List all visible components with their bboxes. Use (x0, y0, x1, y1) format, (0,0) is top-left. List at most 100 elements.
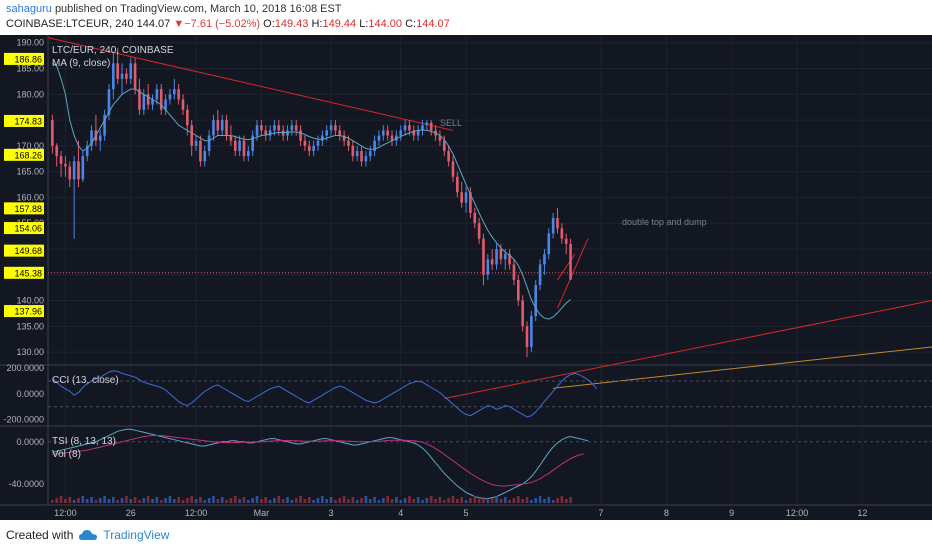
volume-bar (442, 500, 446, 503)
volume-bar (425, 498, 429, 503)
price-badge (4, 114, 44, 127)
candle-body (516, 279, 520, 301)
candle-body (303, 140, 307, 146)
volume-bar (216, 499, 220, 503)
volume-bar (556, 498, 559, 503)
price-tick-label: 160.00 (16, 192, 44, 202)
volume-bar (321, 496, 324, 503)
volume-bar (451, 496, 455, 503)
volume-bar (551, 500, 555, 503)
volume-bar (368, 499, 372, 503)
time-tick-label: 3 (329, 508, 334, 518)
open-value: 149.43 (274, 18, 309, 30)
candle-body (273, 125, 276, 131)
volume-bar (469, 498, 472, 503)
candle-body (456, 176, 459, 193)
candle-body (499, 248, 503, 260)
volume-bar (81, 496, 85, 503)
candle-body (51, 120, 54, 146)
chart-svg[interactable]: 130.00135.00140.00145.00150.00155.00160.… (0, 35, 932, 520)
candle-body (451, 161, 455, 177)
price-badge (4, 52, 44, 65)
volume-bar (77, 498, 80, 503)
candle-body (307, 145, 311, 152)
volume-bar (207, 498, 211, 503)
low-value: 144.00 (368, 18, 403, 30)
volume-bar (477, 499, 481, 503)
candle-body (464, 192, 468, 203)
price-badge-label: 145.38 (14, 268, 42, 278)
candle-body (495, 248, 498, 265)
volume-bar (456, 499, 459, 503)
volume-bar (516, 496, 520, 503)
volume-bar (530, 500, 533, 503)
volume-bar (473, 496, 477, 503)
volume-bar (351, 497, 355, 503)
chart-panel[interactable]: 130.00135.00140.00145.00150.00155.00160.… (0, 35, 932, 520)
volume-bar (116, 500, 119, 503)
volume-bar (412, 499, 416, 503)
volume-bar (151, 499, 154, 503)
volume-bar (186, 498, 189, 503)
volume-bar (490, 498, 494, 503)
candle-body (334, 125, 337, 131)
volume-bar (107, 499, 111, 503)
candle-body (547, 233, 551, 255)
candle-body (312, 145, 315, 152)
candle-body (316, 140, 320, 146)
time-tick-label: 5 (464, 508, 469, 518)
candle-body (416, 130, 420, 136)
candle-body (294, 125, 298, 131)
candle-body (242, 140, 246, 157)
volume-bar (225, 500, 228, 503)
candle-body (460, 192, 464, 203)
candle-body (325, 130, 329, 136)
price-tick-label: 135.00 (16, 321, 44, 331)
volume-bar (547, 497, 551, 503)
candle-body (68, 166, 72, 180)
tsi-tick-label: 0.0000 (16, 437, 44, 447)
candle-body (386, 130, 389, 136)
candle-body (155, 89, 159, 100)
price-tick-label: 165.00 (16, 167, 44, 177)
tsi-layer (48, 428, 932, 500)
high-label: H: (311, 18, 323, 30)
volume-bar (325, 499, 329, 503)
candle-body (238, 140, 241, 152)
volume-bar (299, 496, 302, 503)
candle-body (146, 94, 150, 105)
candles-layer (51, 47, 572, 358)
volume-bar (199, 497, 202, 503)
price-badge-label: 157.88 (14, 204, 42, 214)
volume-bar (447, 498, 450, 503)
tradingview-brand[interactable]: TradingView (103, 528, 170, 542)
ma-layer (52, 62, 571, 320)
candle-body (194, 140, 198, 146)
volume-bar (438, 497, 442, 503)
volume-bar (338, 498, 342, 503)
volume-bar (482, 497, 485, 503)
candle-body (72, 161, 76, 180)
volume-bar (429, 496, 433, 503)
volume-bar (268, 500, 272, 503)
volume-bar (264, 497, 268, 503)
author-link[interactable]: sahaguru (6, 3, 52, 15)
candle-body (543, 254, 546, 265)
tradingview-cloud-icon (79, 530, 98, 540)
candle-body (112, 63, 115, 90)
volume-bar (534, 498, 538, 503)
volume-bar (72, 500, 76, 503)
volume-bar (360, 498, 363, 503)
tsi-signal-line (52, 435, 584, 487)
volume-bar (94, 500, 98, 503)
pattern-annotation: double top and dump (622, 217, 707, 227)
volume-bar (177, 497, 180, 503)
candle-body (159, 89, 163, 110)
publish-info: published on TradingView.com, March 10, … (54, 3, 342, 15)
candle-body (442, 140, 446, 152)
candle-body (181, 99, 185, 110)
down-arrow-icon: ▼ (173, 18, 185, 30)
candle-body (556, 218, 559, 229)
candle-body (172, 89, 176, 95)
volume-bar (347, 499, 350, 503)
